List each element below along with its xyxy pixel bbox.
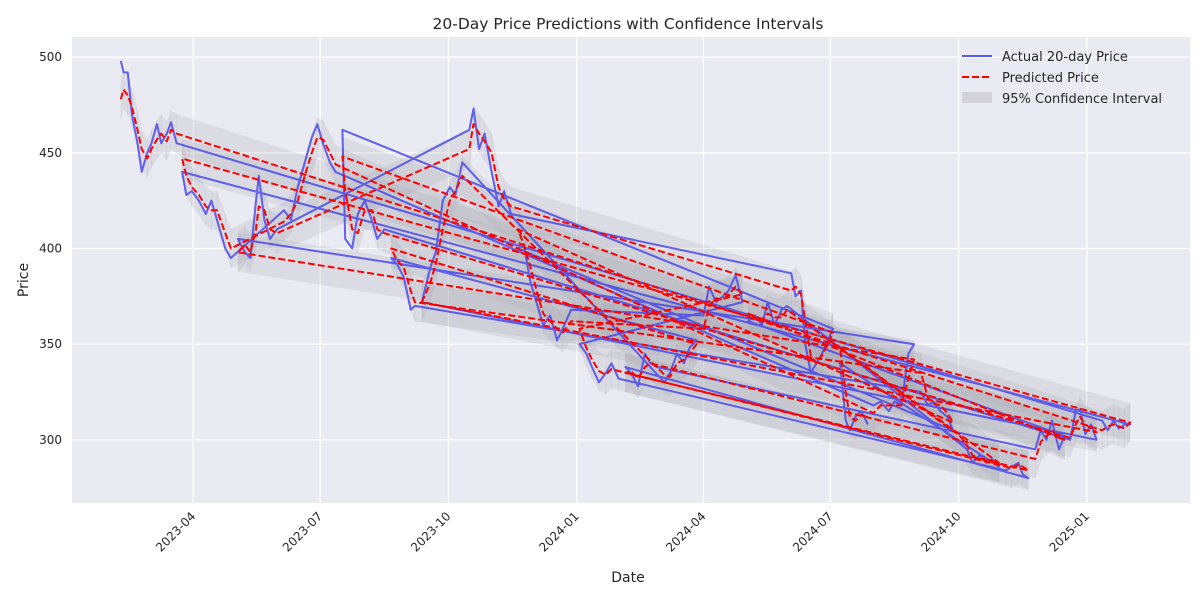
legend-swatch-ci [962, 92, 992, 103]
x-axis-label: Date [611, 570, 644, 586]
ci-band-segment [855, 395, 862, 441]
ci-band-segment [258, 186, 265, 230]
y-tick-labels: 300 350 400 450 500 [39, 50, 62, 447]
y-tick-label: 400 [39, 241, 62, 255]
plot-area [72, 37, 1190, 503]
legend-label-ci: 95% Confidence Interval [1002, 92, 1162, 107]
legend: Actual 20-day Price Predicted Price 95% … [962, 50, 1162, 107]
chart-title: 20-Day Price Predictions with Confidence… [433, 15, 824, 33]
y-tick-label: 450 [39, 146, 62, 160]
y-tick-label: 300 [39, 433, 62, 447]
ci-band-segment [147, 129, 152, 178]
legend-label-predicted: Predicted Price [1002, 71, 1099, 86]
y-tick-label: 500 [39, 50, 62, 64]
y-axis-label: Price [16, 263, 32, 297]
y-tick-label: 350 [39, 337, 62, 351]
predicted-price-line [119, 88, 1132, 472]
predicted-price-series [119, 88, 1132, 472]
legend-label-actual: Actual 20-day Price [1002, 50, 1128, 65]
